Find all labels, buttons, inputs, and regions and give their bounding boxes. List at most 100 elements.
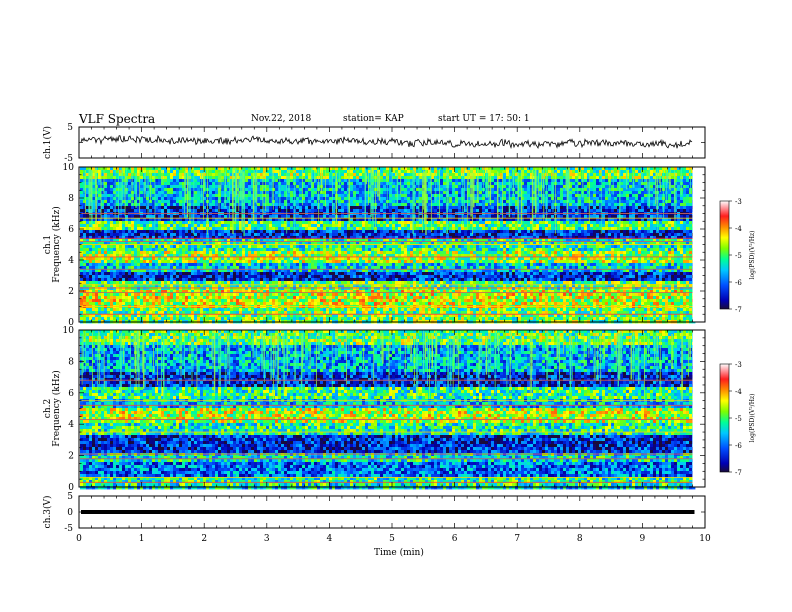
spectrogram-ch1-cell	[470, 227, 473, 230]
spectrogram-ch1-cell	[542, 233, 545, 236]
figure: 1086420ch.1 Frequency (kHz)-3-4-5-6-7log(…	[0, 0, 792, 612]
spectrogram-ch1-cell	[653, 179, 656, 182]
spectrogram-ch1-cell	[140, 239, 143, 242]
spectrogram-ch1-cell	[449, 221, 452, 224]
spectrogram-ch1-cell	[578, 191, 581, 194]
spectrogram-ch1-cell	[158, 191, 161, 194]
spectrogram-ch1-cell	[116, 236, 119, 239]
spectrogram-ch1-cell	[428, 224, 431, 227]
spectrogram-ch1-cell	[527, 209, 530, 212]
spectrogram-ch1-cell	[557, 233, 560, 236]
spectrogram-ch1-cell	[680, 236, 683, 239]
spectrogram-ch1-cell	[548, 230, 551, 233]
spectrogram-ch1-cell	[641, 224, 644, 227]
spectrogram-ch1-cell	[290, 185, 293, 188]
spectrogram-ch1-cell	[587, 191, 590, 194]
spectrogram-ch1-cell	[524, 233, 527, 236]
spectrogram-ch1-cell	[635, 179, 638, 182]
spectrogram-ch1-cell	[227, 230, 230, 233]
spectrogram-ch1-cell	[296, 224, 299, 227]
spectrogram-ch1-cell	[476, 233, 479, 236]
spectrogram-ch1-cell	[524, 179, 527, 182]
spectrogram-ch1-cell	[125, 197, 128, 200]
spectrogram-ch1-cell	[329, 209, 332, 212]
spectrogram-ch1-cell	[344, 230, 347, 233]
spectrogram-ch1-cell	[494, 206, 497, 209]
spectrogram-ch1-cell	[86, 221, 89, 224]
spectrogram-ch1-cell	[284, 236, 287, 239]
spectrogram-ch1-cell	[350, 236, 353, 239]
spectrogram-ch1-cell	[452, 197, 455, 200]
spectrogram-ch1-cell	[365, 236, 368, 239]
spectrogram-ch1-cell	[197, 191, 200, 194]
spectrogram-ch1-cell	[419, 203, 422, 206]
spectrogram-ch1-cell	[584, 221, 587, 224]
spectrogram-ch1-cell	[158, 227, 161, 230]
spectrogram-ch1-cell	[494, 194, 497, 197]
spectrogram-ch1-cell	[596, 224, 599, 227]
spectrogram-ch1-cell	[257, 170, 260, 173]
spectrogram-ch1-cell	[203, 230, 206, 233]
spectrogram-ch1-cell	[509, 233, 512, 236]
spectrogram-ch1-cell	[650, 173, 653, 176]
spectrogram-ch1-cell	[548, 206, 551, 209]
spectrogram-ch1-cell	[308, 176, 311, 179]
spectrogram-ch1-cell	[212, 182, 215, 185]
spectrogram-ch1-cell	[620, 236, 623, 239]
spectrogram-ch1-cell	[173, 167, 176, 170]
spectrogram-ch1-cell	[275, 197, 278, 200]
spectrogram-ch1-cell	[407, 188, 410, 191]
spectrogram-ch1-cell	[602, 224, 605, 227]
spectrogram-ch1-cell	[602, 197, 605, 200]
spectrogram-ch1-cell	[683, 197, 686, 200]
spectrogram-ch1-cell	[80, 188, 83, 191]
spectrogram-ch1-cell	[557, 230, 560, 233]
spectrogram-ch1-cell	[389, 206, 392, 209]
spectrogram-ch1-cell	[125, 236, 128, 239]
spectrogram-ch1-cell	[176, 224, 179, 227]
spectrogram-ch1-cell	[587, 176, 590, 179]
spectrogram-ch1-cell	[392, 191, 395, 194]
spectrogram-ch1-cell	[521, 167, 524, 170]
spectrogram-ch1-cell	[521, 230, 524, 233]
spectrogram-ch1-cell	[668, 233, 671, 236]
spectrogram-ch1-cell	[608, 233, 611, 236]
spectrogram-ch1-cell	[458, 230, 461, 233]
spectrogram-ch1-cell	[215, 179, 218, 182]
spectrogram-ch1-cell	[440, 221, 443, 224]
spectrogram-ch1-cell	[479, 200, 482, 203]
spectrogram-ch1-cell	[386, 209, 389, 212]
spectrogram-ch1-cell	[650, 209, 653, 212]
spectrogram-ch1-cell	[107, 176, 110, 179]
spectrogram-ch1-cell	[296, 203, 299, 206]
spectrogram-ch1-cell	[641, 233, 644, 236]
spectrogram-ch1-cell	[455, 179, 458, 182]
spectrogram-ch1-cell	[428, 206, 431, 209]
spectrogram-ch1-cell	[323, 200, 326, 203]
spectrogram-ch1-cell	[689, 227, 692, 230]
spectrogram-ch1-cell	[503, 224, 506, 227]
spectrogram-ch1-cell	[434, 233, 437, 236]
spectrogram-ch1-cell	[377, 221, 380, 224]
spectrogram-ch1-cell	[611, 233, 614, 236]
spectrogram-ch1-cell	[263, 170, 266, 173]
spectrogram-ch1-cell	[569, 209, 572, 212]
spectrogram-ch1-cell	[581, 203, 584, 206]
spectrogram-ch1-cell	[305, 239, 308, 242]
spectrogram-ch1-cell	[494, 230, 497, 233]
spectrogram-ch1-cell	[182, 233, 185, 236]
spectrogram-ch1-cell	[548, 209, 551, 212]
spectrogram-ch1-cell	[623, 185, 626, 188]
spectrogram-ch1-cell	[257, 191, 260, 194]
spectrogram-ch1-cell	[212, 221, 215, 224]
spectrogram-ch1-cell	[182, 227, 185, 230]
spectrogram-ch1-cell	[149, 206, 152, 209]
spectrogram-ch1-cell	[326, 203, 329, 206]
spectrogram-ch1-cell	[479, 185, 482, 188]
spectrogram-ch1-cell	[143, 239, 146, 242]
spectrogram-ch1-cell	[485, 224, 488, 227]
spectrogram-ch1-cell	[341, 209, 344, 212]
spectrogram-ch1-cell	[578, 182, 581, 185]
spectrogram-ch1-cell	[605, 230, 608, 233]
spectrogram-ch1-cell	[455, 167, 458, 170]
